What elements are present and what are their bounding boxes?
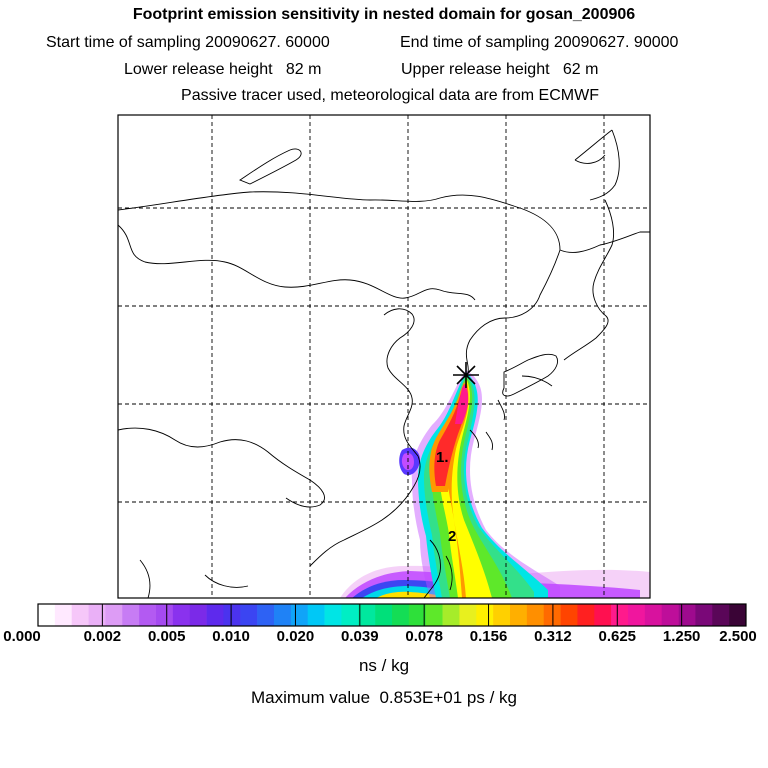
colorbar-tick-label: 0.005 (147, 628, 186, 645)
colorbar-segment (729, 604, 747, 626)
colorbar-segment (172, 604, 191, 626)
coastlines (118, 129, 650, 598)
colorbar-segment (139, 604, 157, 626)
colorbar-segment (38, 604, 56, 626)
colorbar-tick-label: 0.020 (276, 628, 315, 645)
colorbar-segment (408, 604, 427, 626)
colorbar-tick-label: 0.156 (469, 628, 508, 645)
colorbar-segment (88, 604, 106, 626)
colorbar-tick-label: 0.039 (341, 628, 379, 645)
colorbar-segment (375, 604, 393, 626)
colorbar-outline (37, 603, 747, 627)
colorbar-unit: ns / kg (358, 656, 410, 675)
colorbar-segment (577, 604, 595, 626)
colorbar-segment (324, 604, 342, 626)
lower-release-height: Lower release height 82 m (124, 61, 322, 78)
colorbar-segment (594, 604, 612, 626)
colorbar-segment (695, 604, 713, 626)
colorbar-segment (678, 604, 696, 626)
colorbar-segment (526, 604, 545, 626)
plume-layer (340, 370, 650, 598)
colorbar-segment (122, 604, 140, 626)
plume-label-2: 2 (448, 528, 456, 545)
colorbar-segment (493, 604, 511, 626)
colorbar-segment (206, 604, 224, 626)
receptor-marker (453, 362, 479, 388)
colorbar-tick-label: 0.002 (83, 628, 122, 645)
colorbar-segment (661, 604, 679, 626)
colorbar-segment (712, 604, 730, 626)
colorbar-segment (476, 604, 494, 626)
colorbar-segment (274, 604, 292, 626)
colorbar-tick-label: 0.000 (3, 628, 41, 645)
colorbar-tick-label: 0.010 (212, 628, 250, 645)
colorbar-segment (189, 604, 207, 626)
colorbar-segment (510, 604, 528, 626)
colorbar-segment (290, 604, 309, 626)
colorbar-segment (54, 604, 73, 626)
plume-label-1: 1. (436, 449, 449, 466)
start-time-label: Start time of sampling 20090627. 60000 (46, 34, 330, 51)
colorbar-segment (628, 604, 646, 626)
colorbar-segment (560, 604, 578, 626)
map-frame (117, 114, 651, 599)
colorbar-segment (105, 604, 123, 626)
end-time-label: End time of sampling 20090627. 90000 (400, 34, 679, 51)
colorbar-segment (392, 604, 410, 626)
colorbar-tick-label: 0.078 (405, 628, 443, 645)
upper-release-height: Upper release height 62 m (401, 61, 599, 78)
colorbar-segment (425, 604, 443, 626)
colorbar-segment (358, 604, 376, 626)
colorbar-segment (442, 604, 460, 626)
tracer-info: Passive tracer used, meteorological data… (181, 87, 599, 104)
colorbar-segment (240, 604, 258, 626)
sampling-times: Start time of sampling 20090627. 60000 E… (0, 34, 768, 54)
colorbar (37, 603, 747, 627)
colorbar-segment (257, 604, 275, 626)
colorbar-segment (341, 604, 359, 626)
maximum-value: Maximum value 0.853E+01 ps / kg (251, 688, 517, 707)
colorbar-segment (71, 604, 89, 626)
colorbar-tick-label: 2.500 (719, 628, 757, 645)
colorbar-segment (644, 604, 663, 626)
colorbar-tick-label: 1.250 (662, 628, 701, 645)
release-heights: Lower release height 82 m Upper release … (0, 61, 768, 81)
colorbar-tick-label: 0.625 (598, 628, 637, 645)
colorbar-segment (611, 604, 629, 626)
colorbar-tick-label: 0.312 (534, 628, 572, 645)
colorbar-segment (223, 604, 241, 626)
graticule (118, 115, 650, 598)
plot-title: Footprint emission sensitivity in nested… (132, 6, 636, 23)
colorbar-segment (459, 604, 477, 626)
colorbar-segment (156, 604, 174, 626)
colorbar-segment (307, 604, 325, 626)
colorbar-segment (543, 604, 561, 626)
